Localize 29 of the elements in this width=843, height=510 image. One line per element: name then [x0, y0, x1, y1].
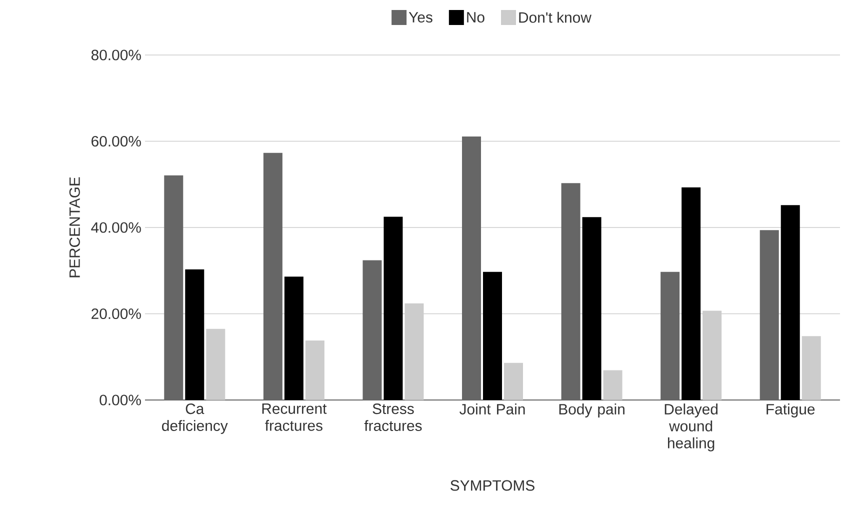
- x-tick-label: Stress fractures: [364, 404, 422, 432]
- bar: [780, 205, 800, 400]
- bar: [603, 370, 622, 400]
- x-tick-label: Fatigue: [766, 404, 815, 418]
- legend-label: Don't know: [519, 12, 592, 23]
- y-tick-label: 60.00%: [92, 136, 141, 147]
- x-tick-label: Body pain: [559, 404, 624, 418]
- bar: [384, 216, 403, 400]
- bar: [802, 336, 821, 400]
- bar: [284, 276, 304, 400]
- bar: [185, 269, 204, 400]
- bar: [504, 362, 523, 400]
- legend-label: No: [467, 12, 484, 23]
- bar: [682, 187, 701, 400]
- bar: [206, 328, 226, 400]
- y-axis-title: PERCENTAGE: [69, 177, 80, 278]
- x-tick-label: Recurrent fractures: [262, 404, 327, 431]
- y-tick-label: 80.00%: [91, 50, 141, 60]
- bar: [483, 272, 502, 400]
- x-tick-label: Ca deficiency: [162, 404, 228, 434]
- legend-label: Yes: [408, 12, 432, 23]
- x-tick-label: Joint Pain: [460, 404, 525, 414]
- y-tick-label: 40.00%: [91, 222, 141, 233]
- x-tick-label: Delayed wound healing: [664, 404, 718, 452]
- x-axis-title: SYMPTOMS: [450, 480, 534, 491]
- bar: [305, 340, 324, 400]
- y-tick-label: 20.00%: [92, 308, 141, 320]
- y-tick-label: 0.00%: [100, 394, 141, 406]
- bar: [582, 217, 602, 400]
